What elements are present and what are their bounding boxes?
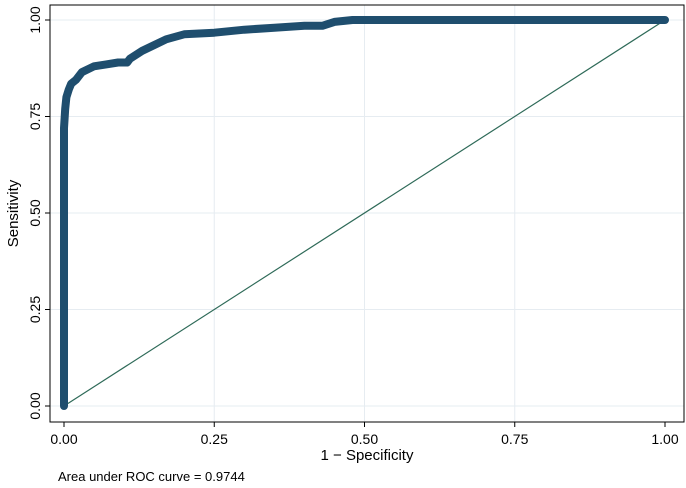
y-tick-label: 0.75 [27,103,43,130]
gridlines [50,5,684,422]
roc-curve [60,16,669,410]
y-tick-label: 0.00 [27,392,43,419]
x-tick-label: 0.50 [351,431,378,447]
x-tick-label: 0.00 [50,431,77,447]
y-tick-label: 0.25 [27,296,43,323]
x-tick-label: 1.00 [651,431,678,447]
y-axis: 0.00 0.25 0.50 0.75 1.00 [27,6,50,420]
x-axis: 0.00 0.25 0.50 0.75 1.00 [50,422,679,447]
y-tick-label: 1.00 [27,6,43,33]
y-axis-title: Sensitivity [5,179,22,247]
x-tick-label: 0.25 [201,431,228,447]
reference-diagonal [63,19,666,407]
y-tick-label: 0.50 [27,199,43,226]
auc-note: Area under ROC curve = 0.9744 [58,469,245,484]
x-tick-label: 0.75 [501,431,528,447]
x-axis-title: 1 − Specificity [321,447,414,464]
